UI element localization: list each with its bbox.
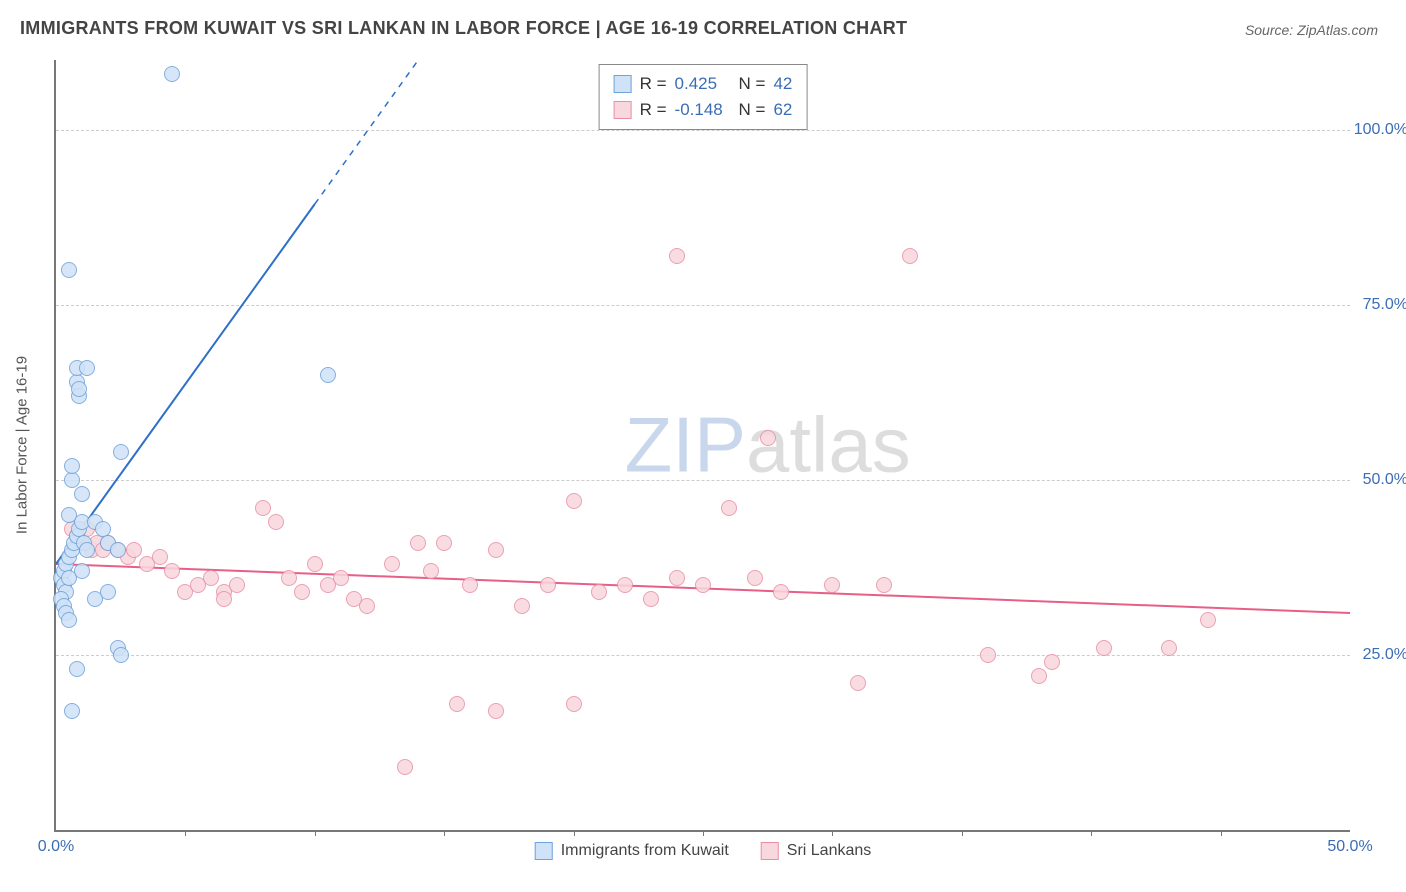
point-srilanka bbox=[617, 577, 633, 593]
x-minor-tick bbox=[962, 830, 963, 836]
point-srilanka bbox=[1096, 640, 1112, 656]
point-srilanka bbox=[152, 549, 168, 565]
x-tick-label: 50.0% bbox=[1327, 838, 1372, 856]
point-kuwait bbox=[61, 612, 77, 628]
point-srilanka bbox=[695, 577, 711, 593]
point-srilanka bbox=[333, 570, 349, 586]
y-tick-label: 100.0% bbox=[1354, 121, 1406, 139]
series-legend: Immigrants from Kuwait Sri Lankans bbox=[535, 842, 872, 860]
x-minor-tick bbox=[444, 830, 445, 836]
point-kuwait bbox=[320, 367, 336, 383]
point-kuwait bbox=[71, 381, 87, 397]
y-tick-label: 25.0% bbox=[1363, 646, 1406, 664]
scatter-plot: ZIPatlas In Labor Force | Age 16-19 R = … bbox=[54, 60, 1350, 832]
x-minor-tick bbox=[574, 830, 575, 836]
y-tick-label: 50.0% bbox=[1363, 471, 1406, 489]
point-srilanka bbox=[436, 535, 452, 551]
point-kuwait bbox=[61, 507, 77, 523]
point-kuwait bbox=[64, 703, 80, 719]
point-srilanka bbox=[268, 514, 284, 530]
point-srilanka bbox=[229, 577, 245, 593]
x-minor-tick bbox=[703, 830, 704, 836]
source-attribution: Source: ZipAtlas.com bbox=[1245, 22, 1378, 38]
point-srilanka bbox=[643, 591, 659, 607]
point-kuwait bbox=[164, 66, 180, 82]
point-srilanka bbox=[488, 703, 504, 719]
point-srilanka bbox=[307, 556, 323, 572]
point-srilanka bbox=[1031, 668, 1047, 684]
point-kuwait bbox=[79, 360, 95, 376]
series-name-kuwait: Immigrants from Kuwait bbox=[561, 842, 729, 860]
point-srilanka bbox=[902, 248, 918, 264]
point-srilanka bbox=[255, 500, 271, 516]
point-kuwait bbox=[113, 647, 129, 663]
point-kuwait bbox=[74, 486, 90, 502]
point-srilanka bbox=[773, 584, 789, 600]
point-srilanka bbox=[850, 675, 866, 691]
x-minor-tick bbox=[832, 830, 833, 836]
point-srilanka bbox=[824, 577, 840, 593]
point-kuwait bbox=[69, 661, 85, 677]
x-minor-tick bbox=[1221, 830, 1222, 836]
point-srilanka bbox=[462, 577, 478, 593]
swatch-srilanka-bottom bbox=[761, 842, 779, 860]
point-kuwait bbox=[61, 262, 77, 278]
point-kuwait bbox=[64, 472, 80, 488]
point-srilanka bbox=[669, 570, 685, 586]
point-srilanka bbox=[591, 584, 607, 600]
chart-title: IMMIGRANTS FROM KUWAIT VS SRI LANKAN IN … bbox=[20, 18, 907, 39]
y-tick-label: 75.0% bbox=[1363, 296, 1406, 314]
point-srilanka bbox=[281, 570, 297, 586]
point-srilanka bbox=[164, 563, 180, 579]
point-srilanka bbox=[397, 759, 413, 775]
point-srilanka bbox=[514, 598, 530, 614]
point-srilanka bbox=[384, 556, 400, 572]
source-name: ZipAtlas.com bbox=[1297, 22, 1378, 38]
source-prefix: Source: bbox=[1245, 22, 1297, 38]
point-srilanka bbox=[216, 591, 232, 607]
x-tick-label: 0.0% bbox=[38, 838, 74, 856]
y-axis-label: In Labor Force | Age 16-19 bbox=[14, 356, 31, 534]
x-minor-tick bbox=[1091, 830, 1092, 836]
point-kuwait bbox=[64, 458, 80, 474]
point-srilanka bbox=[760, 430, 776, 446]
point-kuwait bbox=[113, 444, 129, 460]
point-kuwait bbox=[79, 542, 95, 558]
series-name-srilanka: Sri Lankans bbox=[787, 842, 872, 860]
point-srilanka bbox=[410, 535, 426, 551]
point-srilanka bbox=[747, 570, 763, 586]
regression-layer bbox=[56, 60, 1350, 830]
point-kuwait bbox=[74, 563, 90, 579]
swatch-kuwait-bottom bbox=[535, 842, 553, 860]
x-minor-tick bbox=[185, 830, 186, 836]
point-srilanka bbox=[1161, 640, 1177, 656]
point-srilanka bbox=[669, 248, 685, 264]
point-srilanka bbox=[1200, 612, 1216, 628]
point-srilanka bbox=[876, 577, 892, 593]
regression-line-kuwait bbox=[56, 204, 315, 564]
point-srilanka bbox=[980, 647, 996, 663]
point-srilanka bbox=[1044, 654, 1060, 670]
point-srilanka bbox=[721, 500, 737, 516]
point-srilanka bbox=[126, 542, 142, 558]
point-kuwait bbox=[110, 542, 126, 558]
point-srilanka bbox=[423, 563, 439, 579]
point-srilanka bbox=[294, 584, 310, 600]
legend-item-kuwait: Immigrants from Kuwait bbox=[535, 842, 729, 860]
point-srilanka bbox=[566, 493, 582, 509]
point-srilanka bbox=[203, 570, 219, 586]
point-srilanka bbox=[540, 577, 556, 593]
legend-item-srilanka: Sri Lankans bbox=[761, 842, 872, 860]
point-srilanka bbox=[488, 542, 504, 558]
regression-line-kuwait-dashed bbox=[315, 60, 419, 204]
point-srilanka bbox=[346, 591, 362, 607]
point-kuwait bbox=[100, 584, 116, 600]
point-srilanka bbox=[566, 696, 582, 712]
point-srilanka bbox=[449, 696, 465, 712]
x-minor-tick bbox=[315, 830, 316, 836]
